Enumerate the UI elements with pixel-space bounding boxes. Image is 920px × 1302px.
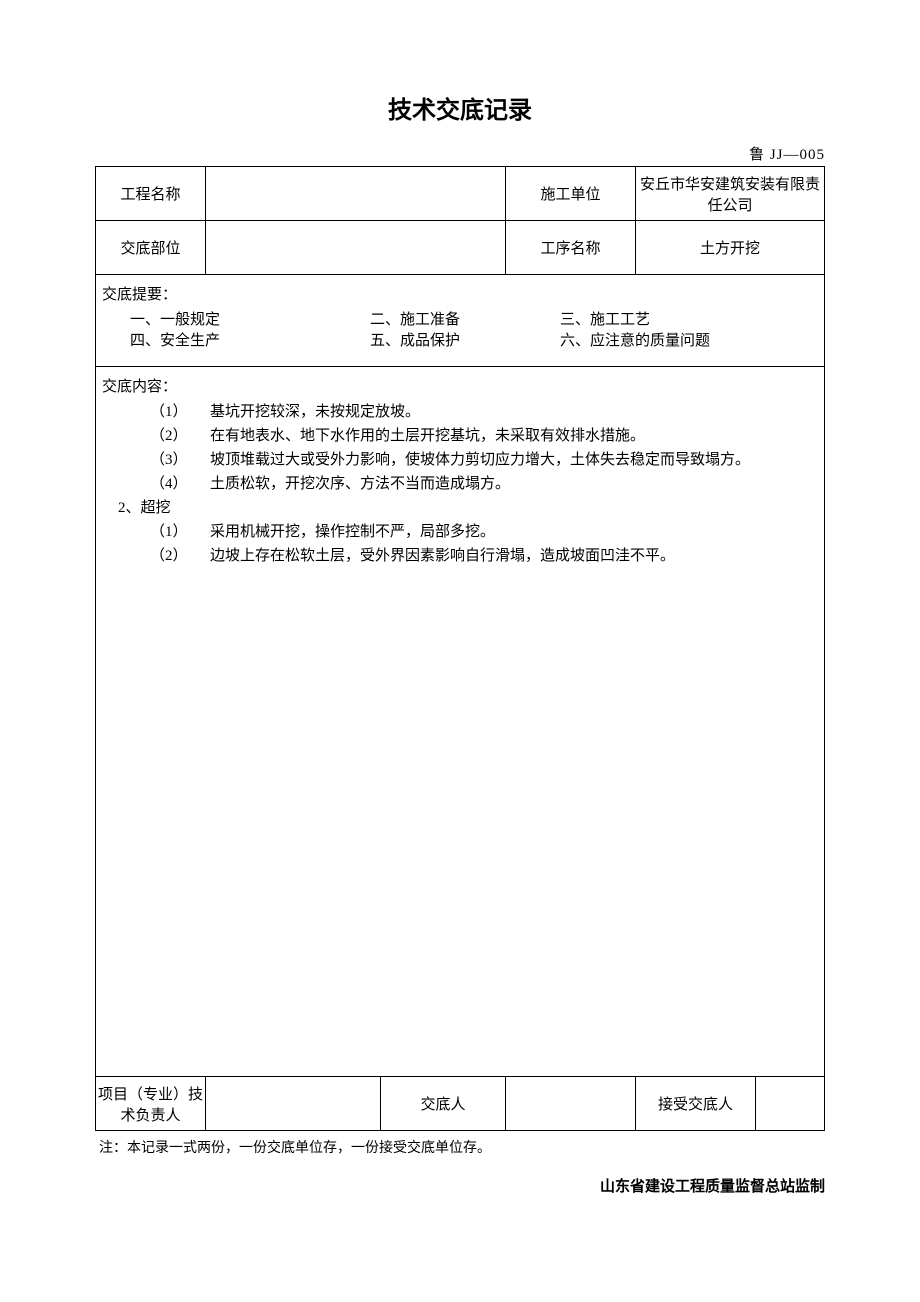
content-line-1: （1） 基坑开挖较深，未按规定放坡。: [150, 400, 818, 424]
content-header: 交底内容：: [102, 375, 818, 396]
content-lines: （1） 基坑开挖较深，未按规定放坡。 （2） 在有地表水、地下水作用的土层开挖基…: [102, 400, 818, 568]
doc-title: 技术交底记录: [95, 90, 825, 125]
doc-note: 注：本记录一式两份，一份交底单位存，一份接受交底单位存。: [95, 1137, 825, 1157]
summary-item-2: 二、施工准备: [370, 308, 560, 329]
summary-item-4: 四、安全生产: [130, 329, 370, 350]
summary-items: 一、一般规定 二、施工准备 三、施工工艺 四、安全生产 五、成品保护 六、应注意…: [102, 308, 818, 350]
line-num: （1）: [150, 520, 210, 544]
tech-leader-label: 项目（专业）技术负责人: [96, 1077, 206, 1131]
summary-row: 交底提要： 一、一般规定 二、施工准备 三、施工工艺 四、安全生产 五、成品保护…: [96, 275, 825, 367]
received-by-value: [756, 1077, 825, 1131]
line-text: 在有地表水、地下水作用的土层开挖基坑，未采取有效排水措施。: [210, 424, 645, 448]
line-num: （2）: [150, 544, 210, 568]
content-line2-1: （1） 采用机械开挖，操作控制不严，局部多挖。: [150, 520, 818, 544]
content-row: 交底内容： （1） 基坑开挖较深，未按规定放坡。 （2） 在有地表水、地下水作用…: [96, 367, 825, 1077]
content-sub-header: 2、超挖: [118, 496, 818, 520]
summary-cell: 交底提要： 一、一般规定 二、施工准备 三、施工工艺 四、安全生产 五、成品保护…: [96, 275, 825, 367]
summary-header: 交底提要：: [102, 283, 818, 304]
project-value: [206, 167, 506, 221]
line-text: 边坡上存在松软土层，受外界因素影响自行滑塌，造成坡面凹洼不平。: [210, 544, 675, 568]
project-label: 工程名称: [96, 167, 206, 221]
line-text: 采用机械开挖，操作控制不严，局部多挖。: [210, 520, 495, 544]
line-num: （2）: [150, 424, 210, 448]
doc-code: 鲁 JJ—005: [95, 143, 825, 164]
summary-item-1: 一、一般规定: [130, 308, 370, 329]
summary-item-3: 三、施工工艺: [560, 308, 800, 329]
unit-value: 安丘市华安建筑安装有限责任公司: [636, 167, 825, 221]
line-num: （4）: [150, 472, 210, 496]
line-text: 土质松软，开挖次序、方法不当而造成塌方。: [210, 472, 510, 496]
received-by-label: 接受交底人: [636, 1077, 756, 1131]
footer-row: 项目（专业）技术负责人 交底人 接受交底人: [96, 1077, 825, 1131]
disclosed-by-value: [506, 1077, 636, 1131]
content-line-4: （4） 土质松软，开挖次序、方法不当而造成塌方。: [150, 472, 818, 496]
doc-supervisor: 山东省建设工程质量监督总站监制: [95, 1175, 825, 1196]
content-line2-2: （2） 边坡上存在松软土层，受外界因素影响自行滑塌，造成坡面凹洼不平。: [150, 544, 818, 568]
process-value: 土方开挖: [636, 221, 825, 275]
content-cell: 交底内容： （1） 基坑开挖较深，未按规定放坡。 （2） 在有地表水、地下水作用…: [96, 367, 825, 1077]
disclosed-by-label: 交底人: [381, 1077, 506, 1131]
dept-value: [206, 221, 506, 275]
line-num: （1）: [150, 400, 210, 424]
summary-item-6: 六、应注意的质量问题: [560, 329, 800, 350]
content-line-2: （2） 在有地表水、地下水作用的土层开挖基坑，未采取有效排水措施。: [150, 424, 818, 448]
line-text: 坡顶堆载过大或受外力影响，使坡体力剪切应力增大，土体失去稳定而导致塌方。: [210, 448, 750, 472]
summary-item-5: 五、成品保护: [370, 329, 560, 350]
main-table: 工程名称 施工单位 安丘市华安建筑安装有限责任公司 交底部位 工序名称 土方开挖…: [95, 166, 825, 1131]
dept-label: 交底部位: [96, 221, 206, 275]
tech-leader-value: [206, 1077, 381, 1131]
process-label: 工序名称: [506, 221, 636, 275]
line-text: 基坑开挖较深，未按规定放坡。: [210, 400, 420, 424]
line-num: （3）: [150, 448, 210, 472]
unit-label: 施工单位: [506, 167, 636, 221]
header-row-1: 工程名称 施工单位 安丘市华安建筑安装有限责任公司: [96, 167, 825, 221]
header-row-2: 交底部位 工序名称 土方开挖: [96, 221, 825, 275]
content-line-3: （3） 坡顶堆载过大或受外力影响，使坡体力剪切应力增大，土体失去稳定而导致塌方。: [150, 448, 818, 472]
